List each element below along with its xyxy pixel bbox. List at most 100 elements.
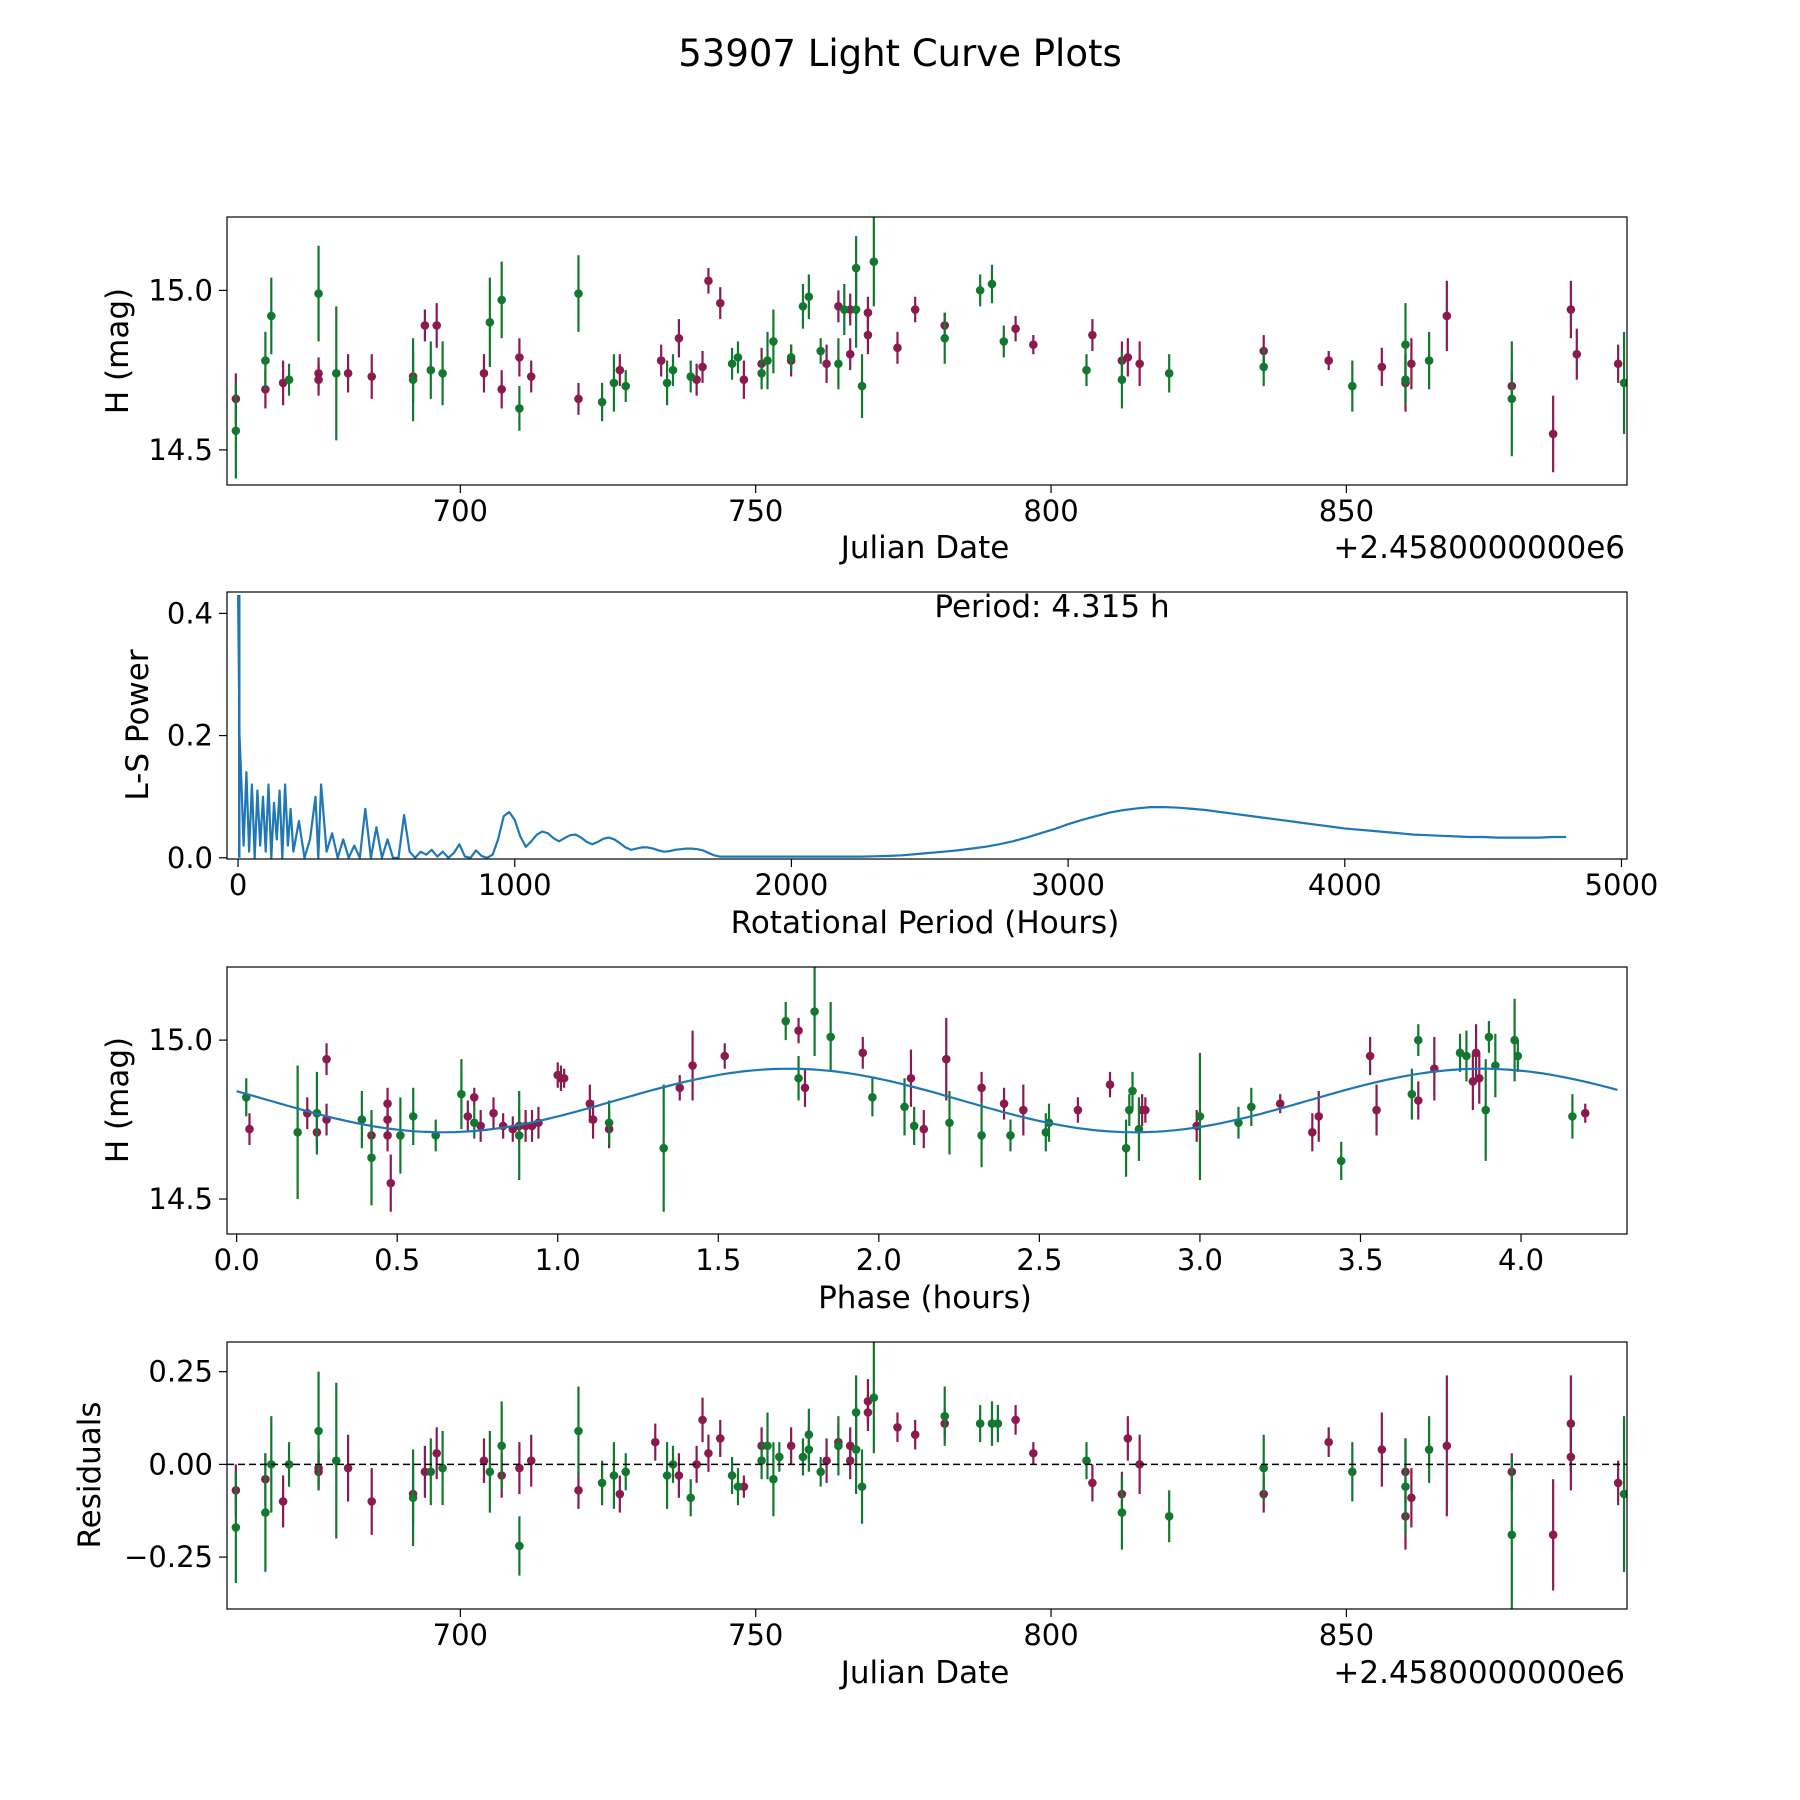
lightcurve-r-point xyxy=(822,344,831,383)
residuals-marker xyxy=(278,1497,288,1506)
phase-r-point xyxy=(977,1071,986,1104)
lightcurve-marker xyxy=(609,378,619,388)
phase-g-point xyxy=(1336,1141,1346,1180)
phase-marker xyxy=(469,1118,479,1128)
phase-xtick-label: 0.5 xyxy=(374,1243,420,1277)
residuals-plot-area xyxy=(227,1342,1627,1609)
phase-marker xyxy=(1314,1112,1324,1121)
lightcurve-r-point xyxy=(526,360,536,393)
phase-g-point xyxy=(408,1087,418,1145)
lightcurve-xtick-label: 850 xyxy=(1319,494,1374,528)
phase-r-point xyxy=(800,1068,810,1107)
residuals-g-point xyxy=(804,1408,814,1461)
phase-r-point xyxy=(1580,1103,1590,1123)
lightcurve-marker xyxy=(739,375,749,385)
lightcurve-r-point xyxy=(479,354,489,393)
phase-xtick-label: 0.0 xyxy=(214,1243,260,1277)
residuals-marker xyxy=(432,1448,442,1458)
phase-r-point xyxy=(858,1036,868,1069)
residuals-xtick-label: 750 xyxy=(728,1618,783,1652)
lightcurve-marker xyxy=(1548,429,1558,439)
residuals-r-point xyxy=(863,1393,873,1431)
lightcurve-marker xyxy=(763,356,772,365)
residuals-marker xyxy=(1566,1452,1576,1462)
lightcurve-marker xyxy=(686,372,696,381)
lightcurve-marker xyxy=(615,365,625,375)
lightcurve-marker xyxy=(426,365,436,375)
lightcurve-marker xyxy=(1123,353,1133,362)
phase-r-point xyxy=(675,1075,685,1101)
lightcurve-marker xyxy=(515,404,524,413)
residuals-ytick-label: −0.25 xyxy=(124,1540,213,1574)
lightcurve-g-point xyxy=(1401,354,1410,406)
lightcurve-marker xyxy=(1082,365,1091,375)
phase-marker xyxy=(357,1115,367,1124)
phase-r-point xyxy=(559,1068,569,1088)
lightcurve-g-point xyxy=(839,284,849,336)
phase-marker xyxy=(659,1143,668,1153)
residuals-r-point xyxy=(1011,1405,1020,1435)
residuals-g-point xyxy=(314,1371,323,1491)
residuals-r-point xyxy=(1613,1460,1623,1506)
lightcurve-marker xyxy=(1135,359,1144,369)
residuals-g-point xyxy=(775,1442,784,1472)
residuals-g-point xyxy=(261,1453,270,1572)
residuals-marker xyxy=(851,1445,861,1454)
phase-g-point xyxy=(945,1090,954,1155)
residuals-marker xyxy=(497,1441,506,1451)
residuals-r-point xyxy=(674,1453,684,1498)
phase-marker xyxy=(1006,1131,1015,1140)
residuals-marker xyxy=(940,1411,950,1421)
lightcurve-g-point xyxy=(851,271,861,348)
residuals-marker xyxy=(686,1493,696,1503)
phase-g-point xyxy=(514,1090,524,1180)
residuals-g-point xyxy=(1164,1490,1174,1543)
phase-g-point xyxy=(977,1103,986,1168)
lightcurve-marker xyxy=(757,369,766,378)
lightcurve-marker xyxy=(975,286,985,295)
residuals-marker xyxy=(869,1393,879,1402)
lightcurve-g-point xyxy=(662,360,672,406)
phase-r-point xyxy=(498,1113,508,1139)
residuals-marker xyxy=(609,1471,619,1480)
lightcurve-r-point xyxy=(1011,315,1020,342)
lightcurve-r-point xyxy=(1548,395,1558,473)
residuals-g-point xyxy=(231,1471,241,1584)
phase-g-point xyxy=(241,1078,251,1117)
lightcurve-marker xyxy=(704,276,713,286)
lightcurve-r-point xyxy=(834,290,843,323)
phase-xlabel: Phase (hours) xyxy=(818,1280,1032,1316)
lightcurve-r-point xyxy=(893,331,902,364)
phase-marker xyxy=(1413,1096,1423,1105)
lightcurve-r-point xyxy=(674,319,684,358)
residuals-marker xyxy=(574,1486,583,1495)
residuals-g-point xyxy=(1401,1438,1410,1535)
residuals-marker xyxy=(822,1456,831,1465)
residuals-g-point xyxy=(733,1468,743,1506)
phase-xtick-label: 2.5 xyxy=(1016,1243,1062,1277)
residuals-marker xyxy=(1548,1530,1558,1540)
lightcurve-marker xyxy=(727,359,737,369)
phase-marker xyxy=(1105,1080,1115,1089)
phase-marker xyxy=(810,1007,819,1016)
lightcurve-ytick-label: 14.5 xyxy=(148,433,213,467)
phase-g-point xyxy=(909,1106,919,1145)
phase-r-point xyxy=(527,1110,537,1142)
lightcurve-marker xyxy=(910,305,920,314)
residuals-g-point xyxy=(609,1442,619,1509)
lightcurve-g-point xyxy=(1348,360,1357,412)
lightcurve-r-point xyxy=(1566,280,1576,339)
residuals-marker xyxy=(857,1482,867,1491)
lightcurve-r-point xyxy=(278,360,288,406)
lightcurve-g-point xyxy=(1082,354,1091,387)
phase-marker xyxy=(1308,1127,1317,1137)
phase-marker xyxy=(457,1089,466,1099)
phase-marker xyxy=(900,1102,909,1112)
lightcurve-r-point xyxy=(704,268,713,294)
lightcurve-marker xyxy=(574,394,583,404)
phase-marker xyxy=(781,1016,791,1026)
lightcurve-g-point xyxy=(668,354,678,387)
phase-ylabel: H (mag) xyxy=(100,1037,136,1163)
lightcurve-marker xyxy=(1029,340,1038,349)
phase-marker xyxy=(1141,1105,1150,1115)
